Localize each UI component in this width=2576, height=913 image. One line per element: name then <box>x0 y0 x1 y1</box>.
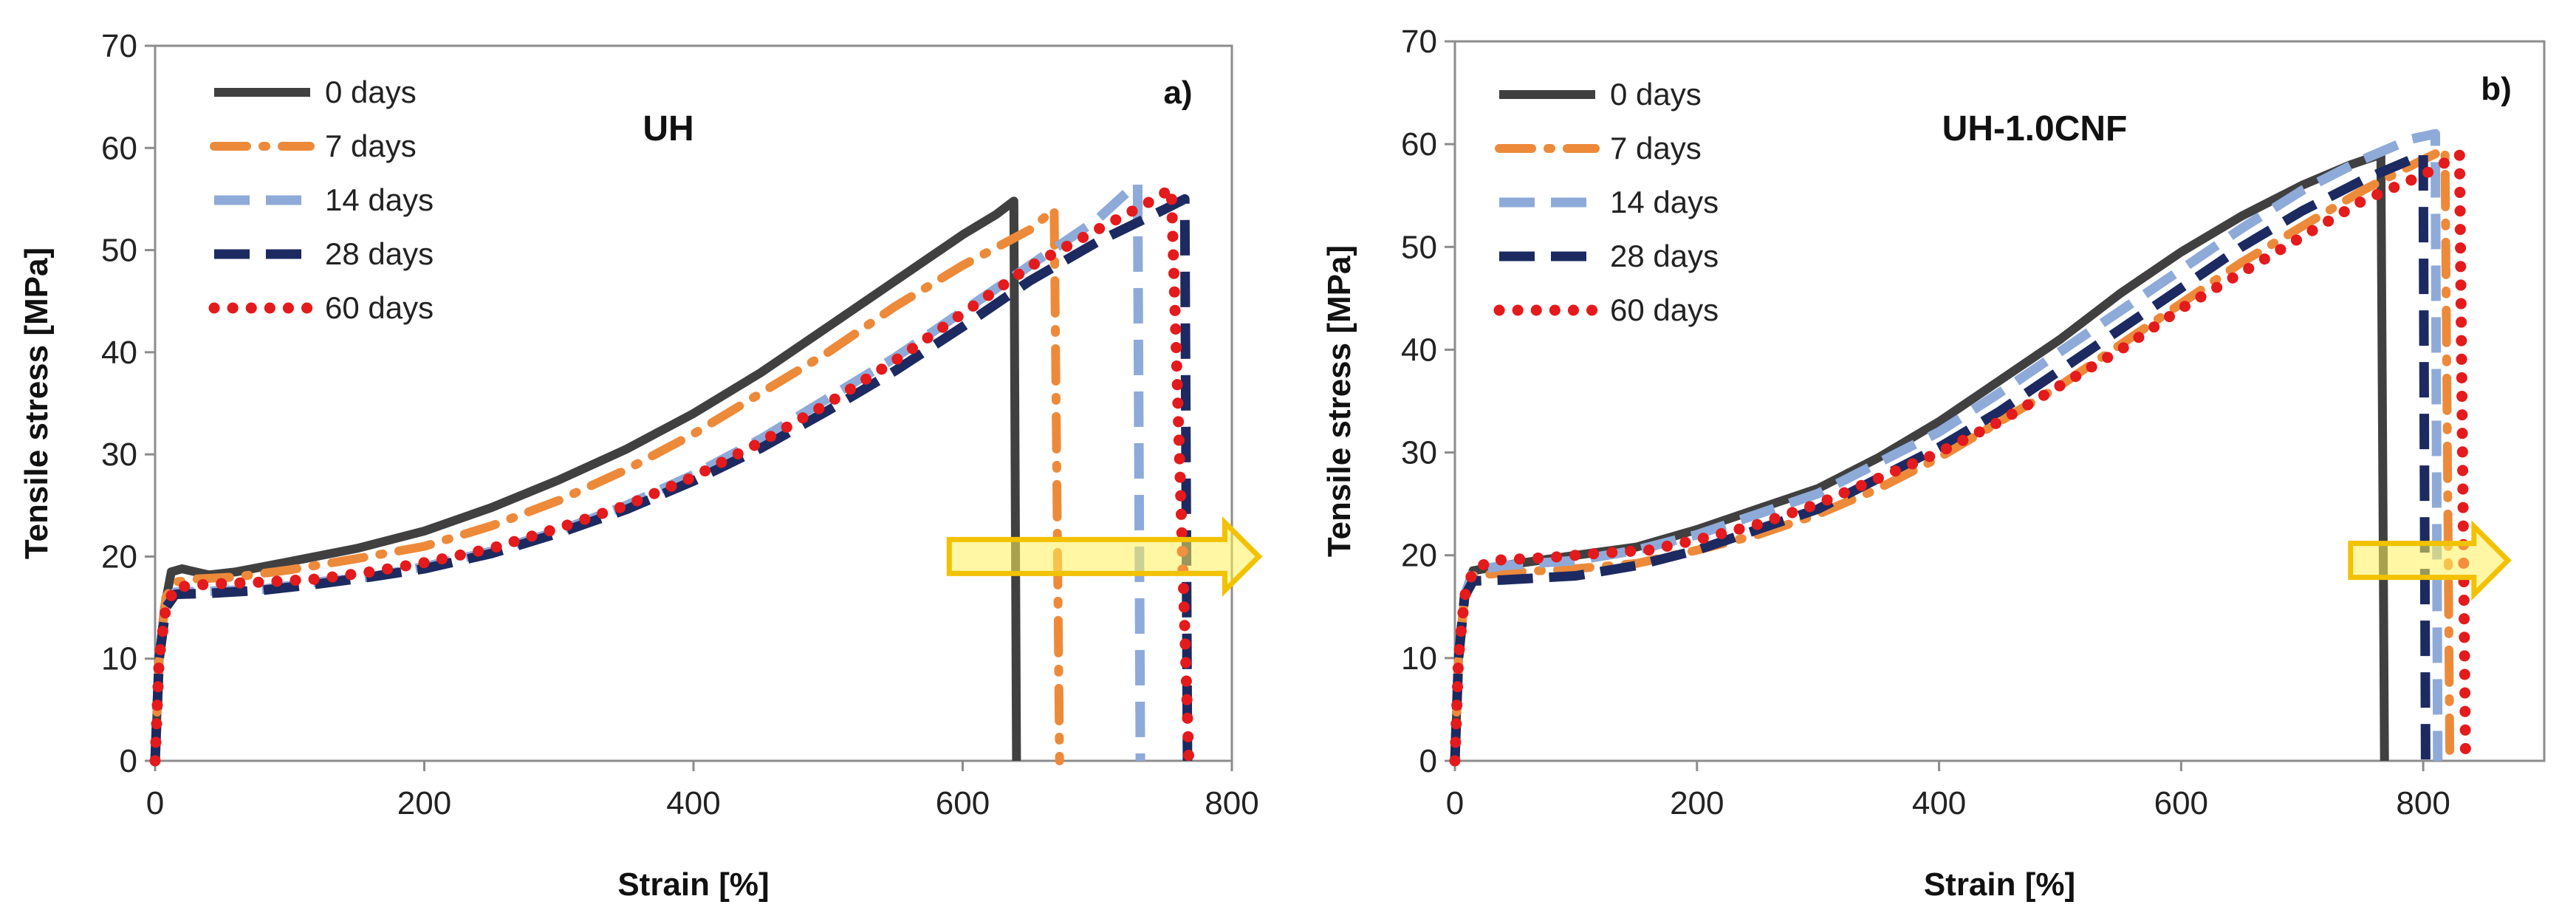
series-line-7-days <box>151 205 1064 765</box>
panel-tag-label: a) <box>1163 75 1192 111</box>
y-tick-label: 30 <box>101 437 137 473</box>
series-line-14-days <box>150 179 1145 762</box>
legend: 0 days 7 days 14 days 28 days 60 days <box>1493 77 1719 327</box>
x-tick-label: 600 <box>2154 785 2208 821</box>
highlight-arrow <box>946 516 1263 597</box>
y-tick-label: 50 <box>101 233 137 269</box>
series-group <box>1449 129 2471 767</box>
chart-panel-b: 0 10 20 30 40 50 60 70 0 200 400 600 800 Strain [%] Te… <box>1321 24 2546 903</box>
y-tick-label: 20 <box>1401 538 1437 574</box>
y-tick-label: 40 <box>101 335 137 371</box>
legend-label: 28 days <box>1610 239 1719 273</box>
y-tick-label: 20 <box>101 538 137 575</box>
legend: 0 days 7 days 14 days 28 days 60 days <box>208 75 434 325</box>
x-tick-label: 0 <box>146 785 164 821</box>
legend-label: 60 days <box>325 290 434 325</box>
series-line-0-days <box>151 196 1021 762</box>
x-axis-title: Strain [%] <box>1924 866 2075 903</box>
plot-area-frame <box>154 44 1233 762</box>
y-tick-label: 0 <box>1419 743 1437 779</box>
y-axis-title: Tensile stress [MPa] <box>18 247 55 559</box>
series-group <box>149 179 1195 767</box>
chart-panel-a: 0 10 20 30 40 50 60 70 0 200 400 600 800 Strain [%] Te… <box>18 28 1263 903</box>
x-tick-label: 400 <box>666 785 720 821</box>
x-tick-label: 200 <box>1670 785 1724 821</box>
y-tick-label: 0 <box>120 743 137 779</box>
y-tick-label: 60 <box>101 130 137 166</box>
highlight-arrow <box>2348 520 2512 601</box>
panel-tag-label: b) <box>2481 71 2512 107</box>
y-tick-label: 50 <box>1401 229 1437 265</box>
x-tick-label: 600 <box>936 785 990 821</box>
x-tick-label: 0 <box>1446 785 1464 821</box>
y-tick-label: 60 <box>1401 126 1437 163</box>
y-tick-label: 40 <box>1401 332 1437 368</box>
series-line-28-days <box>150 194 1193 762</box>
plot-area-frame <box>1453 40 2546 762</box>
legend-label: 7 days <box>1610 131 1702 165</box>
legend-label: 7 days <box>325 129 417 163</box>
panel-title: UH <box>643 109 693 148</box>
legend-label: 14 days <box>1610 185 1719 219</box>
x-tick-label: 400 <box>1912 785 1966 821</box>
y-tick-label: 10 <box>1401 640 1437 677</box>
x-axis-title: Strain [%] <box>617 866 769 903</box>
y-tick-label: 30 <box>1401 435 1437 471</box>
x-tick-label: 200 <box>397 785 451 821</box>
series-line-14-days <box>1450 129 2443 762</box>
y-tick-label: 10 <box>101 641 137 677</box>
x-tick-label: 800 <box>1205 785 1258 821</box>
series-line-7-days <box>1450 145 2455 765</box>
series-line-60-days <box>1449 148 2471 767</box>
legend-label: 0 days <box>1610 77 1702 112</box>
y-tick-label: 70 <box>101 28 137 64</box>
legend-label: 14 days <box>325 182 434 217</box>
y-axis-title: Tensile stress [MPa] <box>1321 245 1357 557</box>
y-tick-label: 70 <box>1401 24 1437 60</box>
series-line-60-days <box>149 183 1195 767</box>
panel-title: UH-1.0CNF <box>1942 109 2128 148</box>
legend-label: 60 days <box>1610 293 1719 327</box>
legend-label: 28 days <box>325 236 434 271</box>
x-tick-label: 800 <box>2396 785 2450 821</box>
legend-label: 0 days <box>325 75 417 109</box>
